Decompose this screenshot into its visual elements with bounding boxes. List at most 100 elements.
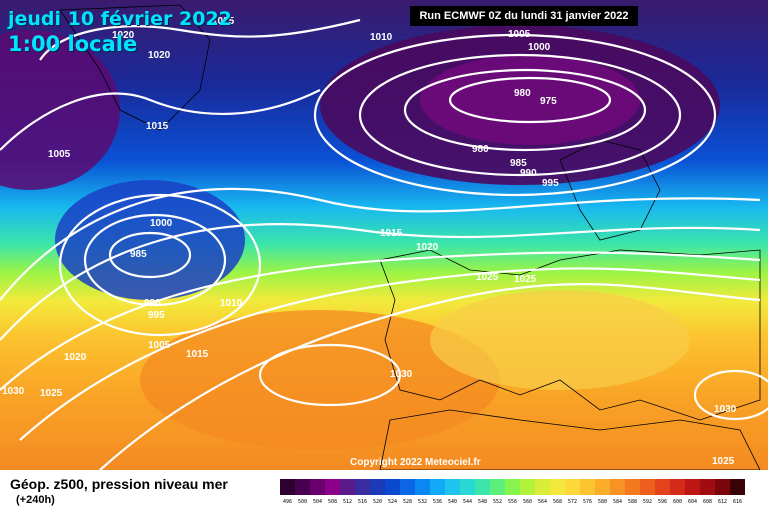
scale-swatch [730,479,745,495]
isobar [83,213,227,307]
low-core [420,55,640,145]
scale-tick-label: 616 [732,499,743,505]
scale-tick-label: 500 [297,499,308,505]
scale-swatch [310,479,325,495]
isobar-label: 1030 [390,369,413,380]
copyright: Copyright 2022 Meteociel.fr [350,457,481,468]
scale-swatch [430,479,445,495]
scale-tick-label: 584 [612,499,623,505]
scale-tick-label: 596 [657,499,668,505]
scale-tick-label: 576 [582,499,593,505]
isobar-label: 1015 [186,349,209,360]
isobar [448,76,612,124]
isobar-label: 1005 [148,340,171,351]
isobar [58,193,262,337]
isobar [0,223,761,341]
product-title: Géop. z500, pression niveau mer [10,476,228,492]
isobar-label: 1020 [416,242,439,253]
isobar-label: 1025 [712,456,735,467]
scale-swatch [595,479,610,495]
scale-swatch [610,479,625,495]
scale-swatch [685,479,700,495]
scale-tick-label: 552 [492,499,503,505]
isobar-label: 1010 [370,32,393,43]
scale-tick-label: 544 [462,499,473,505]
isobar-label: 990 [144,298,161,309]
scale-tick-label: 524 [387,499,398,505]
forecast-lead: (+240h) [16,494,55,506]
scale-tick-label: 528 [402,499,413,505]
scale-swatch [715,479,730,495]
scale-tick-label: 580 [597,499,608,505]
isobar-label: 1025 [40,388,63,399]
scale-swatch [580,479,595,495]
scale-swatch [460,479,475,495]
scale-tick-label: 560 [522,499,533,505]
europe-coast [379,249,761,421]
isobar [0,251,761,391]
scale-swatch [640,479,655,495]
color-scale: 496 500 504 508 512 516 520 524 528 532 536 540 544 5… [280,479,758,509]
isobar-label: 1025 [514,274,537,285]
isobar-label: 1025 [212,16,235,27]
isobar [693,369,768,421]
valid-time: 1:00 locale [8,32,138,56]
model-run-label: Run ECMWF 0Z du lundi 31 janvier 2022 [410,6,638,26]
isobar [19,267,761,441]
isobar-label: 1020 [112,30,135,41]
isobar-lines [0,18,768,470]
ridge-east [430,290,690,390]
scale-tick-label: 540 [447,499,458,505]
scale-swatch [415,479,430,495]
scale-tick-label: 556 [507,499,518,505]
africa-coast [379,409,761,470]
isobar-label: 1030 [2,386,25,397]
scale-swatch [325,479,340,495]
trough-west-atlantic [55,180,245,300]
scale-swatch [535,479,550,495]
scale-tick-label: 612 [717,499,728,505]
scale-tick-label: 512 [342,499,353,505]
isobar [39,18,361,61]
scale-swatch [655,479,670,495]
scale-tick-label: 508 [327,499,338,505]
valid-date: jeudi 10 février 2022 [8,8,232,30]
scale-tick-label: 588 [627,499,638,505]
scale-swatch [385,479,400,495]
scale-swatch [565,479,580,495]
isobar-label: 985 [130,249,147,260]
scale-swatch [700,479,715,495]
isobar [258,343,402,407]
scale-tick-label: 516 [357,499,368,505]
scale-tick-label: 564 [537,499,548,505]
scale-swatch [520,479,535,495]
isobar [99,283,761,470]
scale-swatch [625,479,640,495]
scale-tick-label: 520 [372,499,383,505]
isobar-label: 1000 [528,42,551,53]
scale-tick-label: 496 [282,499,293,505]
scale-tick-label: 572 [567,499,578,505]
low-west [0,30,120,190]
scale-swatch [400,479,415,495]
isobar-label: 1020 [148,50,171,61]
scale-swatch [505,479,520,495]
scale-tick-label: 536 [432,499,443,505]
isobar-label: 1000 [150,218,173,229]
isobar-label: 975 [540,96,557,107]
isobar-label: 995 [542,178,559,189]
isobar-label: 995 [148,310,165,321]
scale-tick-label: 568 [552,499,563,505]
legend-footer: Géop. z500, pression niveau mer (+240h) … [0,470,768,512]
isobar [358,53,682,177]
scale-swatch [475,479,490,495]
isobar-label: 1005 [48,149,71,160]
isobar-label: 1025 [476,272,499,283]
scale-swatch [280,479,295,495]
isobar-label: 990 [520,168,537,179]
isobar-label: 1030 [714,404,737,415]
scale-tick-label: 548 [477,499,488,505]
isobar-label: 980 [472,144,489,155]
scale-tick-label: 600 [672,499,683,505]
isobar [108,231,192,279]
